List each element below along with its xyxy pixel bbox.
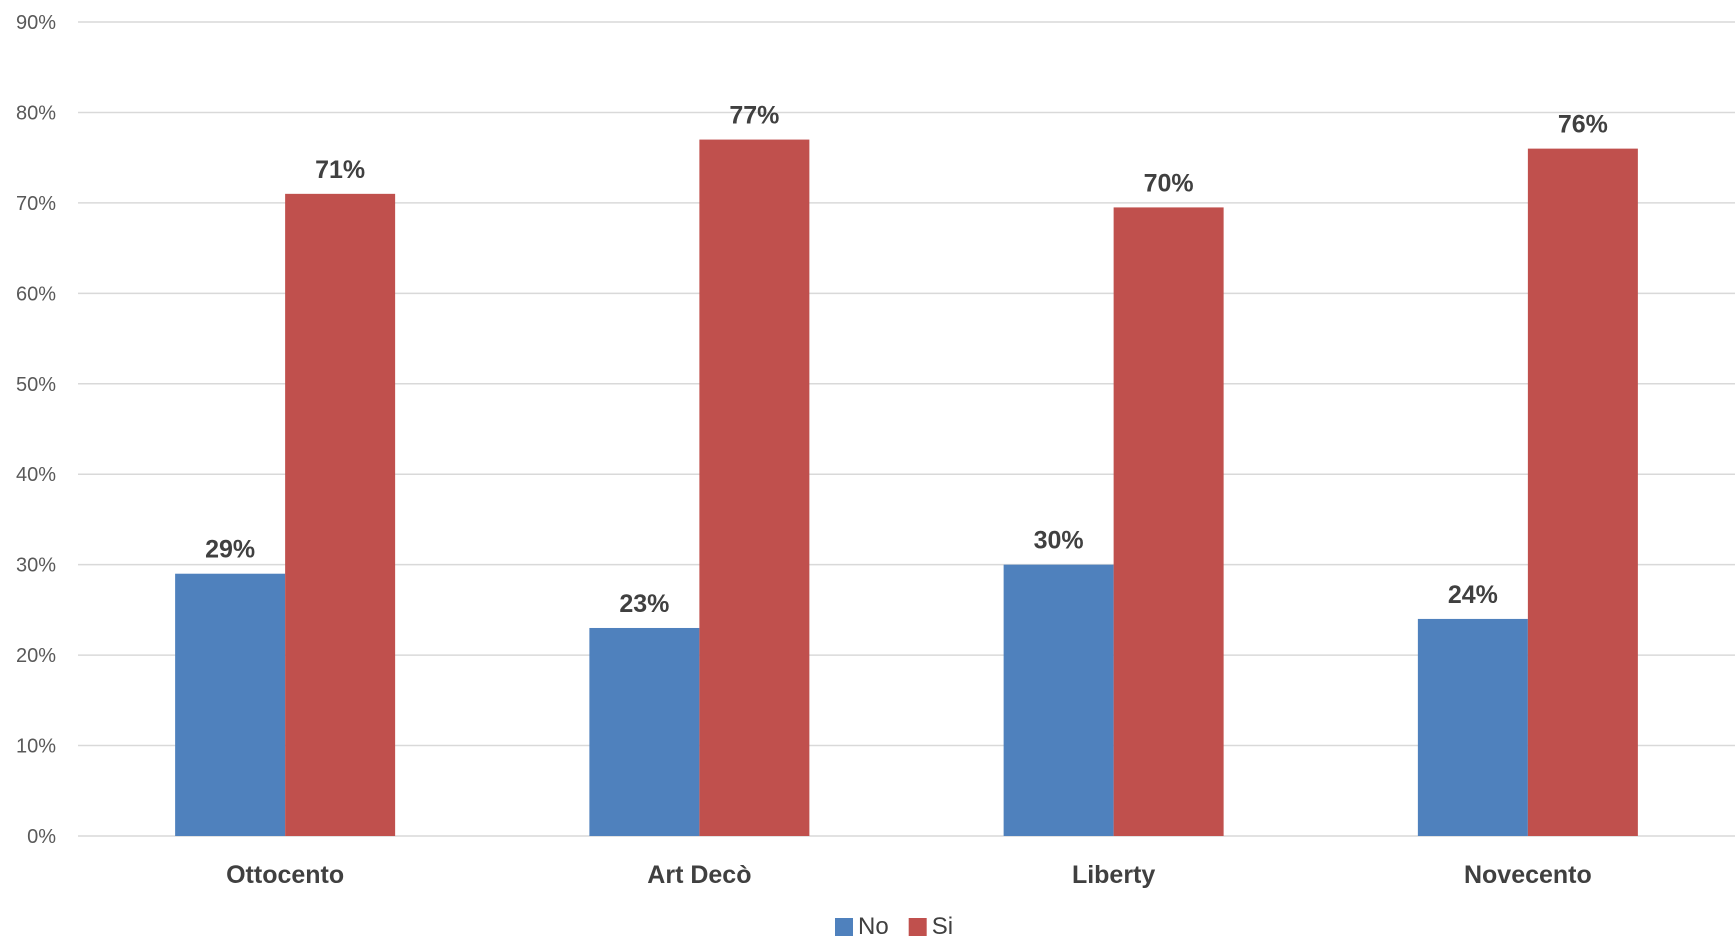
bar-si-2 bbox=[1113, 207, 1224, 836]
bar-si-0 bbox=[285, 193, 396, 836]
data-label-si-3: 76% bbox=[1558, 111, 1608, 139]
bar-no-2 bbox=[1003, 564, 1114, 836]
y-tick-label: 60% bbox=[16, 283, 56, 305]
y-tick-label: 40% bbox=[16, 464, 56, 486]
data-label-si-1: 77% bbox=[729, 102, 779, 130]
y-tick-label: 30% bbox=[16, 555, 56, 577]
y-tick-label: 0% bbox=[27, 826, 56, 848]
data-label-no-1: 23% bbox=[619, 590, 669, 618]
data-label-no-0: 29% bbox=[205, 536, 255, 564]
y-tick-label: 90% bbox=[16, 12, 56, 34]
data-label-si-2: 70% bbox=[1144, 169, 1194, 197]
bar-no-3 bbox=[1417, 618, 1528, 836]
x-tick-label: Novecento bbox=[1464, 861, 1592, 889]
bars bbox=[175, 139, 1638, 837]
legend-swatch-no bbox=[835, 918, 853, 936]
legend-label-si: Si bbox=[932, 913, 953, 940]
x-tick-label: Ottocento bbox=[226, 861, 344, 889]
y-tick-label: 70% bbox=[16, 193, 56, 215]
data-label-no-3: 24% bbox=[1448, 581, 1498, 609]
x-tick-label: Art Decò bbox=[647, 861, 751, 889]
data-label-si-0: 71% bbox=[315, 156, 365, 184]
y-tick-label: 10% bbox=[16, 736, 56, 758]
y-tick-label: 20% bbox=[16, 645, 56, 667]
data-label-no-2: 30% bbox=[1034, 527, 1084, 555]
legend: No Si bbox=[835, 913, 953, 940]
y-axis-ticks: 0% 10% 20% 30% 40% 50% 60% 70% 80% 90% bbox=[16, 12, 56, 848]
x-axis-ticks: Ottocento Art Decò Liberty Novecento bbox=[226, 861, 1592, 889]
bar-no-1 bbox=[589, 627, 700, 836]
x-tick-label: Liberty bbox=[1072, 861, 1155, 889]
bar-si-3 bbox=[1527, 148, 1638, 837]
data-labels: 29% 71% 23% 77% 30% 70% 24% 76% bbox=[205, 102, 1608, 618]
bar-no-0 bbox=[175, 573, 286, 836]
bar-si-1 bbox=[699, 139, 810, 837]
y-tick-label: 50% bbox=[16, 374, 56, 396]
y-tick-label: 80% bbox=[16, 102, 56, 124]
legend-swatch-si bbox=[908, 918, 927, 936]
legend-label-no: No bbox=[858, 913, 889, 940]
